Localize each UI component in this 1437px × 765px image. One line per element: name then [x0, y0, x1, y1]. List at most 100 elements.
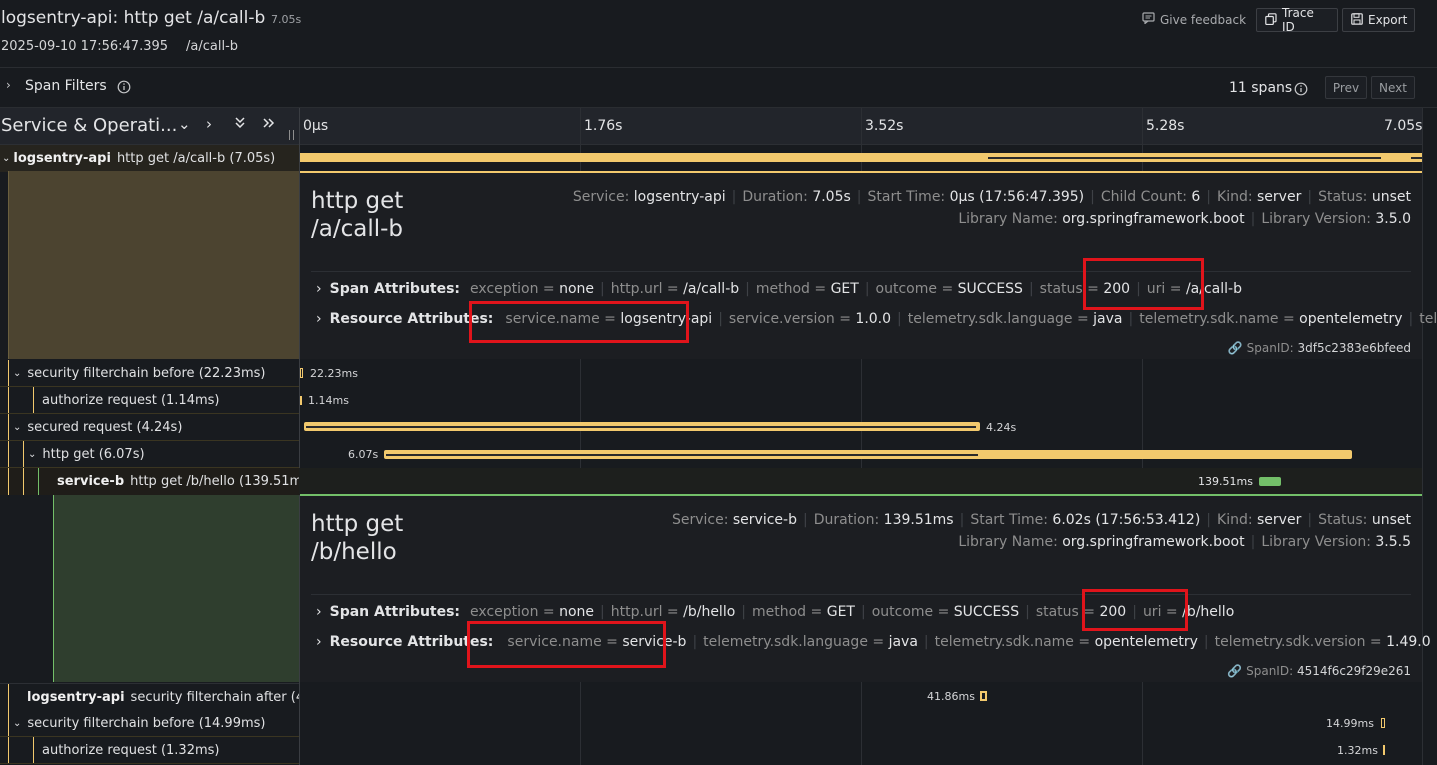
span-row-logsentry-api[interactable]: ⌄ logsentry-api http get /a/call-b (7.05… — [0, 145, 299, 172]
operation-name: security filterchain before (14.99ms) — [27, 715, 266, 731]
library-name-value: org.springframework.boot — [1062, 211, 1245, 227]
attr-value: GET — [826, 604, 855, 620]
span-row[interactable]: ⌄ security filterchain before (14.99ms) — [0, 710, 299, 737]
service-name: logsentry-api — [13, 151, 111, 166]
chevron-down-icon[interactable]: ⌄ — [2, 153, 11, 164]
attr-value: SUCCESS — [957, 281, 1023, 297]
span-overview: Service: logsentry-api | Duration: 7.05s | S… — [572, 189, 1411, 205]
info-icon[interactable] — [117, 79, 131, 98]
attr-key: http.url — [610, 604, 663, 620]
attr-key: service.name — [507, 634, 602, 650]
span-attributes-label: Span Attributes: — [329, 281, 461, 297]
attr-value: 1.0.0 — [855, 311, 892, 327]
detail-indent-block — [53, 495, 299, 682]
grid-line — [861, 108, 862, 765]
span-row[interactable]: ⌄ secured request (4.24s) — [0, 414, 299, 441]
child-span-indicator — [306, 426, 976, 428]
span-row[interactable]: authorize request (1.32ms) — [0, 737, 299, 764]
span-detail-title: http get /b/hello — [311, 510, 403, 566]
attr-key: outcome — [875, 281, 937, 297]
span-row-logsentry-api[interactable]: logsentry-api security filterchain after… — [0, 683, 299, 710]
chevron-right-icon[interactable]: › — [316, 604, 322, 620]
span-attributes-row[interactable]: › Span Attributes: exception = none | htt… — [316, 281, 1242, 297]
span-bar[interactable] — [980, 691, 987, 701]
comment-icon — [1142, 12, 1155, 27]
export-label: Export — [1368, 13, 1408, 27]
chevron-right-icon[interactable]: › — [206, 115, 212, 133]
attr-key: telemet... — [1419, 311, 1437, 327]
span-attributes-row[interactable]: › Span Attributes: exception = none | htt… — [316, 604, 1235, 620]
span-row[interactable]: ⌄ security filterchain before (22.23ms) — [0, 360, 299, 387]
resource-attributes-row[interactable]: › Resource Attributes: service.name = se… — [316, 634, 1431, 650]
child-span-indicator — [988, 157, 1381, 159]
info-icon[interactable] — [1294, 81, 1308, 100]
trace-id-button[interactable]: Trace ID — [1256, 6, 1338, 34]
chevron-down-icon[interactable]: ⌄ — [13, 717, 22, 729]
attr-key: method — [752, 604, 807, 620]
chevron-down-icon[interactable]: ⌄ — [13, 421, 22, 433]
start-time-value: 6.02s (17:56:53.412) — [1052, 512, 1201, 528]
attr-value: 200 — [1099, 604, 1127, 620]
chevron-right-icon[interactable]: › — [6, 78, 11, 92]
spans-count: 11 spans — [1229, 80, 1293, 96]
duration-key: Duration: — [813, 512, 880, 528]
title-line: /a/call-b — [311, 216, 404, 242]
column-divider — [299, 108, 300, 765]
span-bar[interactable] — [300, 153, 1422, 162]
span-bar[interactable] — [1259, 477, 1281, 486]
operation-name: http get (6.07s) — [42, 446, 145, 462]
span-attributes-label: Span Attributes: — [329, 604, 461, 620]
status-value: unset — [1371, 189, 1411, 205]
start-time-value: 0μs (17:56:47.395) — [949, 189, 1085, 205]
divider — [311, 594, 1411, 595]
chevron-right-icon[interactable]: › — [316, 281, 322, 297]
span-row[interactable]: ⌄ http get (6.07s) — [0, 441, 299, 468]
give-feedback-link[interactable]: Give feedback — [1142, 12, 1246, 27]
attr-value: none — [559, 604, 595, 620]
span-bar-label: 1.14ms — [308, 394, 349, 407]
next-button[interactable]: Next — [1371, 76, 1415, 99]
library-name-value: org.springframework.boot — [1062, 534, 1245, 550]
prev-button[interactable]: Prev — [1325, 76, 1367, 99]
double-chevron-down-icon[interactable] — [234, 115, 246, 133]
chevron-down-icon[interactable]: ⌄ — [13, 367, 22, 379]
title-line: http get — [311, 188, 404, 214]
save-icon — [1351, 12, 1363, 28]
span-bar[interactable] — [300, 368, 303, 378]
span-row-service-b[interactable]: service-b http get /b/hello (139.51ms) — [0, 468, 299, 495]
span-bar[interactable] — [1383, 745, 1385, 755]
span-bar[interactable] — [1381, 718, 1385, 728]
attr-key: outcome — [871, 604, 934, 620]
duration-value: 139.51ms — [883, 512, 954, 528]
chevron-down-icon[interactable]: ⌄ — [28, 448, 37, 460]
span-bar-label: 1.32ms — [1337, 744, 1378, 757]
attr-key: status — [1039, 281, 1083, 297]
kind-key: Kind: — [1217, 189, 1253, 205]
library-version-key: Library Version: — [1261, 534, 1371, 550]
column-resize-handle[interactable] — [289, 130, 294, 140]
span-bar-label: 22.23ms — [310, 367, 358, 380]
child-span-indicator — [386, 454, 978, 456]
span-bar-label: 14.99ms — [1326, 717, 1374, 730]
attr-value: GET — [830, 281, 859, 297]
chevron-right-icon[interactable]: › — [316, 311, 322, 327]
double-chevron-right-icon[interactable] — [262, 115, 276, 133]
span-id[interactable]: 🔗 SpanID: 4514f6c29f29e261 — [1227, 664, 1411, 678]
library-info: Library Name: org.springframework.boot | L… — [958, 534, 1411, 550]
span-filters-toggle[interactable]: Span Filters — [25, 78, 107, 94]
export-button[interactable]: Export — [1342, 8, 1415, 32]
resource-attributes-row[interactable]: › Resource Attributes: service.name = lo… — [316, 311, 1437, 327]
highlight-box — [1083, 258, 1204, 310]
span-bar[interactable] — [300, 396, 302, 405]
span-id[interactable]: 🔗 SpanID: 3df5c2383e6bfeed — [1228, 341, 1411, 355]
attr-key: status — [1035, 604, 1079, 620]
span-row[interactable]: authorize request (1.14ms) — [0, 387, 299, 414]
status-key: Status: — [1318, 189, 1368, 205]
attr-key: method — [755, 281, 810, 297]
library-info: Library Name: org.springframework.boot | L… — [958, 211, 1411, 227]
chevron-right-icon[interactable]: › — [316, 634, 322, 650]
span-bar-label: 6.07s — [348, 448, 379, 461]
chevron-down-icon[interactable]: ⌄ — [178, 115, 191, 133]
service-key: Service: — [572, 189, 630, 205]
highlight-box — [1082, 589, 1188, 631]
